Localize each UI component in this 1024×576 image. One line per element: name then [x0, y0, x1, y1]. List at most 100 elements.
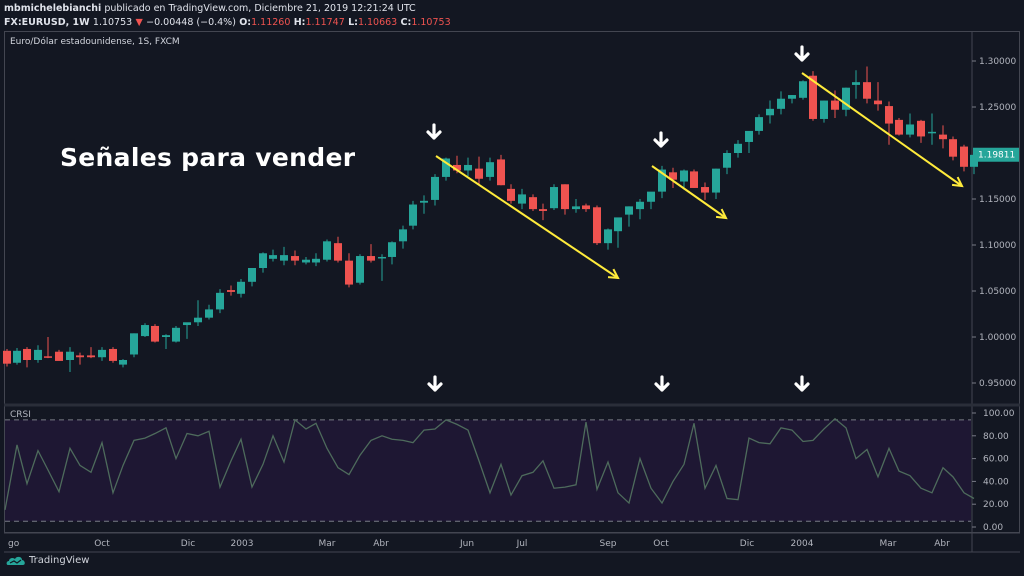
candle-up: [766, 108, 774, 116]
candle-down: [151, 325, 159, 342]
crsi-line: [4, 417, 975, 511]
candle-up: [409, 204, 417, 226]
candle-down: [949, 139, 957, 157]
sell-signal-arrow-icon: [654, 375, 670, 392]
candle-up: [34, 349, 42, 360]
time-tick-label: Mar: [880, 539, 897, 549]
candle-down: [863, 82, 871, 99]
candle-down: [539, 209, 547, 211]
candle-down: [529, 197, 537, 210]
candle-down: [895, 119, 903, 135]
candle-up: [658, 169, 666, 192]
sell-signal-arrow-icon: [794, 45, 810, 62]
candle-up: [183, 322, 191, 326]
candle-up: [172, 327, 180, 342]
candle-up: [464, 164, 472, 171]
price-tick-label: 1.25000: [979, 103, 1016, 113]
candle-up: [141, 325, 149, 337]
crsi-tick-label: 100.00: [983, 409, 1015, 419]
candle-up: [259, 253, 267, 268]
candle-up: [680, 170, 688, 182]
current-price-label: 1.19811: [978, 151, 1015, 161]
time-tick-label: go: [8, 539, 20, 549]
candle-up: [486, 162, 494, 177]
candle-up: [119, 360, 127, 365]
candle-down: [109, 348, 117, 361]
candle-up: [906, 124, 914, 135]
sell-signal-arrow-icon: [427, 375, 443, 392]
candle-up: [572, 206, 580, 210]
candle-down: [809, 75, 817, 119]
candle-down: [3, 350, 11, 364]
candle-down: [831, 100, 839, 110]
candle-down: [345, 260, 353, 285]
candle-down: [497, 159, 505, 186]
time-tick-label: Abr: [934, 539, 950, 549]
candle-up: [312, 258, 320, 263]
candle-down: [593, 207, 601, 244]
sell-signals-annotation: Señales para vender: [60, 143, 356, 172]
crsi-tick-label: 0.00: [983, 523, 1003, 533]
candle-up: [518, 194, 526, 204]
candle-down: [960, 146, 968, 167]
candle-down: [669, 172, 677, 180]
crsi-band: [5, 419, 971, 522]
candle-up: [723, 153, 731, 168]
candle-up: [269, 255, 277, 259]
candle-up: [614, 217, 622, 232]
price-tick-label: 1.00000: [979, 333, 1016, 343]
candle-down: [44, 356, 52, 358]
candle-up: [98, 349, 106, 358]
crsi-tick-label: 80.00: [983, 432, 1009, 442]
candle-up: [636, 201, 644, 210]
close-value: 1.10753: [411, 17, 451, 28]
author-name: mbmichelebianchi: [4, 3, 102, 14]
candle-up: [604, 229, 612, 244]
candle-up: [647, 191, 655, 202]
candle-up: [302, 259, 310, 263]
time-tick-label: Abr: [373, 539, 389, 549]
candle-up: [734, 143, 742, 153]
candle-down: [885, 106, 893, 124]
time-tick-label: Sep: [600, 539, 617, 549]
tradingview-cloud-icon: [6, 556, 25, 565]
price-change: −0.00448 (−0.4%): [146, 17, 236, 28]
open-label: O:: [239, 17, 252, 28]
brand-name: TradingView: [29, 555, 90, 566]
high-value: 1.11747: [305, 17, 345, 28]
sell-signal-arrow-icon: [794, 375, 810, 392]
candle-down: [917, 120, 925, 137]
candle-up: [130, 333, 138, 355]
candle-up: [745, 130, 753, 142]
trend-arrow-head-icon: [607, 268, 620, 280]
price-tick-label: 1.30000: [979, 57, 1016, 67]
crsi-tick-label: 40.00: [983, 477, 1009, 487]
candle-up: [205, 309, 213, 318]
low-value: 1.10663: [357, 17, 398, 28]
price-tick-label: 1.10000: [979, 241, 1016, 251]
candle-up: [399, 229, 407, 242]
candle-down: [227, 290, 235, 292]
candle-up: [788, 95, 796, 99]
candle-up: [842, 87, 850, 110]
candle-down: [475, 168, 483, 179]
candle-down: [561, 184, 569, 210]
crsi-indicator-label: CRSI: [10, 410, 31, 420]
candle-up: [799, 81, 807, 98]
candle-up: [928, 131, 936, 134]
symbol-info: FX:EURUSD, 1W 1.10753 ▼ −0.00448 (−0.4%)…: [4, 17, 451, 28]
candle-up: [755, 117, 763, 131]
publish-text: publicado en TradingView.com, Diciembre …: [104, 3, 416, 14]
candle-up: [625, 206, 633, 215]
candle-up: [237, 281, 245, 294]
symbol-label: FX:EURUSD, 1W: [4, 17, 90, 28]
candle-up: [712, 168, 720, 193]
candle-up: [550, 187, 558, 209]
candle-up: [162, 335, 170, 337]
tradingview-logo[interactable]: TradingView: [6, 555, 89, 566]
candle-down: [23, 348, 31, 360]
price-tick-label: 1.15000: [979, 195, 1016, 205]
candle-down: [367, 256, 375, 261]
sell-signal-arrow-icon: [426, 123, 442, 140]
